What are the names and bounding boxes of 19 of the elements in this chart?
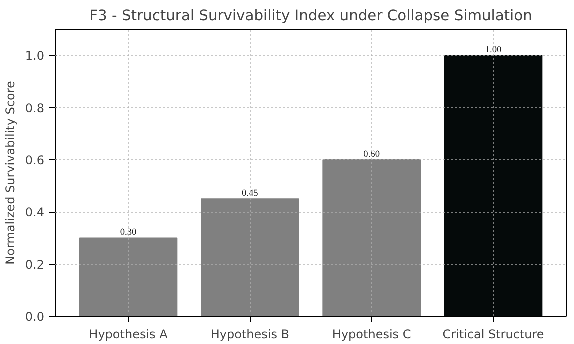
bar bbox=[322, 159, 421, 316]
y-tick-label: 0.0 bbox=[25, 310, 45, 324]
data-label: 1.00 bbox=[485, 46, 502, 56]
x-tick-label: Hypothesis A bbox=[89, 328, 169, 342]
data-label: 0.30 bbox=[120, 228, 137, 238]
y-tick-label: 0.4 bbox=[25, 206, 45, 220]
y-tick-label: 0.8 bbox=[25, 101, 45, 116]
bar bbox=[79, 238, 178, 316]
y-tick-label: 1.0 bbox=[25, 49, 45, 64]
y-tick-label: 0.2 bbox=[25, 258, 45, 272]
data-label: 0.60 bbox=[364, 150, 380, 160]
data-label: 0.45 bbox=[242, 189, 259, 200]
y-tick-label: 0.6 bbox=[25, 153, 45, 168]
bar bbox=[201, 198, 300, 316]
x-tick-label: Critical Structure bbox=[442, 328, 544, 342]
x-tick-label: Hypothesis B bbox=[210, 328, 290, 342]
x-tick-label: Hypothesis C bbox=[332, 328, 412, 342]
y-axis-title: Normalized Survivability Score bbox=[3, 81, 18, 265]
chart-title: F3 - Structural Survivability Index under Collapse Simulation bbox=[90, 8, 532, 24]
